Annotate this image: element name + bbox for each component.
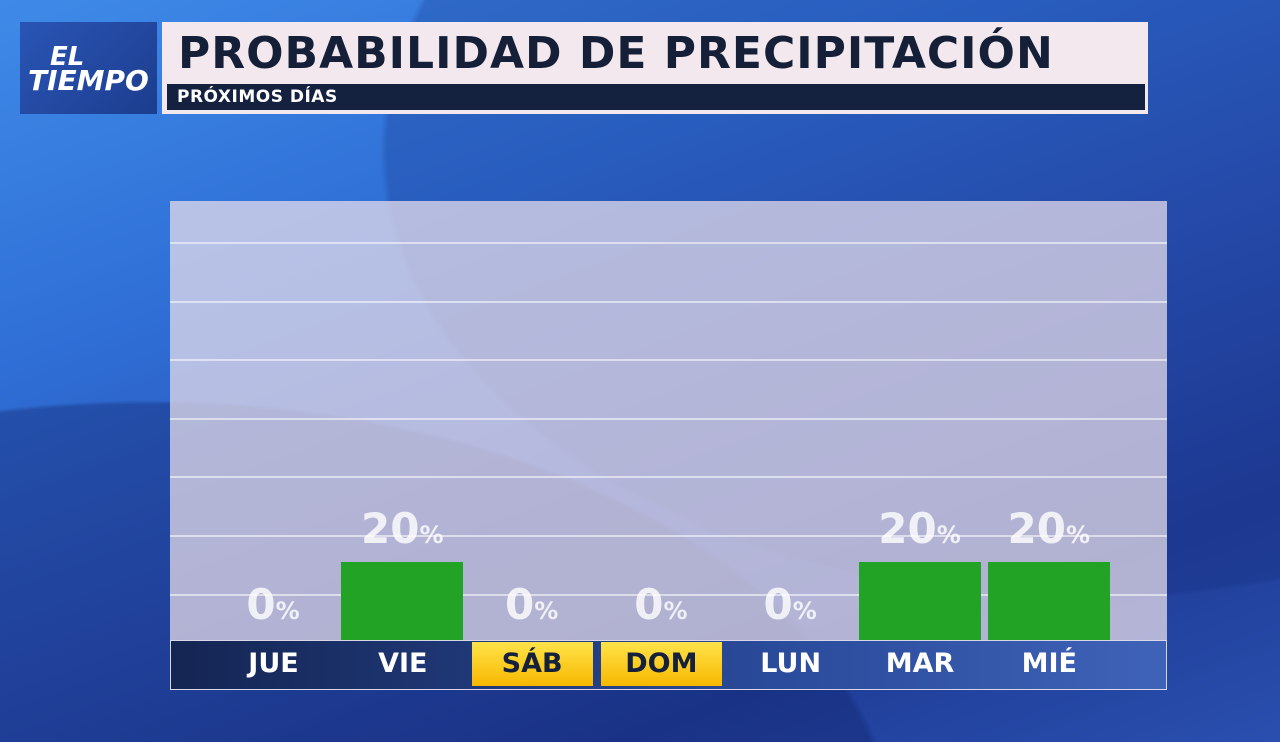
data-label-unit: %	[534, 597, 559, 625]
title-box: PROBABILIDAD DE PRECIPITACIÓN PRÓXIMOS D…	[162, 22, 1148, 114]
logo-line2: TIEMPO	[28, 64, 149, 97]
data-label: 0%	[725, 580, 855, 629]
data-label-unit: %	[1066, 521, 1091, 549]
subtitle-bar: PRÓXIMOS DÍAS	[167, 84, 1145, 110]
data-label-value: 0	[246, 580, 276, 629]
data-label-value: 20	[1007, 504, 1066, 553]
x-tick-label: MAR	[885, 648, 955, 679]
data-label: 0%	[467, 580, 597, 629]
bar-vie	[341, 562, 464, 640]
data-label-value: 0	[763, 580, 793, 629]
el-tiempo-logo: EL TIEMPO	[20, 22, 157, 114]
x-tick-label: JUE	[248, 648, 299, 679]
data-label-unit: %	[419, 521, 444, 549]
logo-line1: EL	[50, 42, 85, 72]
gridline	[170, 242, 1167, 244]
x-tick-label: SÁB	[471, 642, 593, 686]
x-tick-label: LUN	[760, 648, 822, 679]
bar-mié	[987, 562, 1110, 640]
data-label: 20%	[855, 504, 985, 553]
gridline	[170, 417, 1167, 420]
data-label: 20%	[337, 504, 467, 553]
gridline	[170, 593, 1167, 596]
chart-panel: 0% JUE 20% VIE 0% SÁB 0% DOM 0% LUN 20% MAR 20% MIÉ	[170, 201, 1167, 690]
bar-mar	[858, 562, 981, 640]
gridline	[170, 476, 1167, 479]
data-label: 0%	[208, 580, 338, 629]
x-tick-label: DOM	[600, 642, 722, 686]
data-label-value: 0	[504, 580, 535, 629]
x-tick-label: MIÉ	[1021, 648, 1077, 679]
data-label-unit: %	[275, 597, 300, 625]
data-label-value: 20	[878, 504, 937, 553]
page-subtitle: PRÓXIMOS DÍAS	[177, 87, 338, 107]
gridline	[170, 535, 1167, 537]
data-label: 20%	[984, 504, 1114, 553]
data-label-unit: %	[663, 597, 688, 625]
data-label-unit: %	[936, 521, 961, 549]
data-label-value: 0	[634, 580, 664, 629]
data-label-unit: %	[792, 597, 817, 625]
data-label: 0%	[596, 580, 726, 629]
x-tick-label: VIE	[378, 648, 428, 679]
data-label-value: 20	[361, 504, 420, 553]
gridline	[170, 300, 1167, 303]
page-title: PROBABILIDAD DE PRECIPITACIÓN	[178, 28, 1054, 79]
gridline	[170, 359, 1167, 362]
